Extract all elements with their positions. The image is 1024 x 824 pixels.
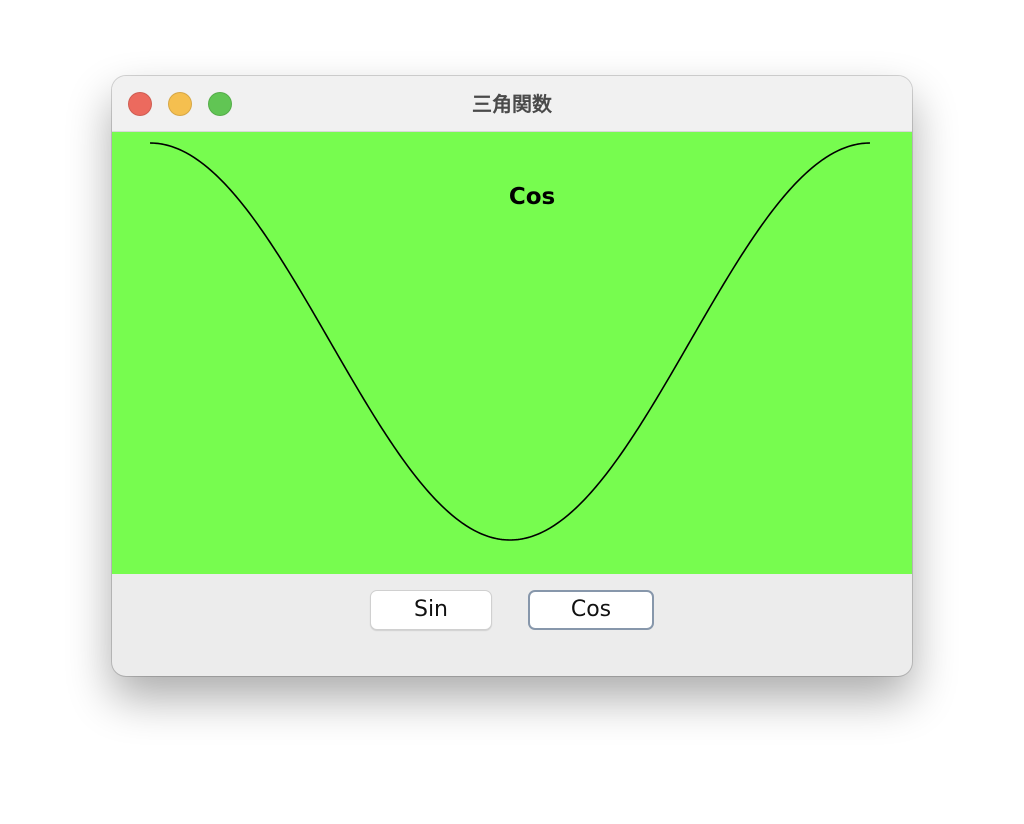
plot-canvas: Cos xyxy=(112,132,912,574)
minimize-button[interactable] xyxy=(168,92,192,116)
zoom-button[interactable] xyxy=(208,92,232,116)
app-window: 三角関数 Cos Sin Cos xyxy=(112,76,912,676)
cos-button[interactable]: Cos xyxy=(528,590,654,630)
title-bar[interactable]: 三角関数 xyxy=(112,76,912,132)
plot-label: Cos xyxy=(508,184,556,210)
cosine-curve xyxy=(149,142,871,541)
plot-svg xyxy=(112,132,912,574)
window-title: 三角関数 xyxy=(472,92,552,116)
sin-button[interactable]: Sin xyxy=(370,590,492,630)
button-bar: Sin Cos xyxy=(112,574,912,676)
close-button[interactable] xyxy=(128,92,152,116)
plot-background xyxy=(112,132,912,574)
